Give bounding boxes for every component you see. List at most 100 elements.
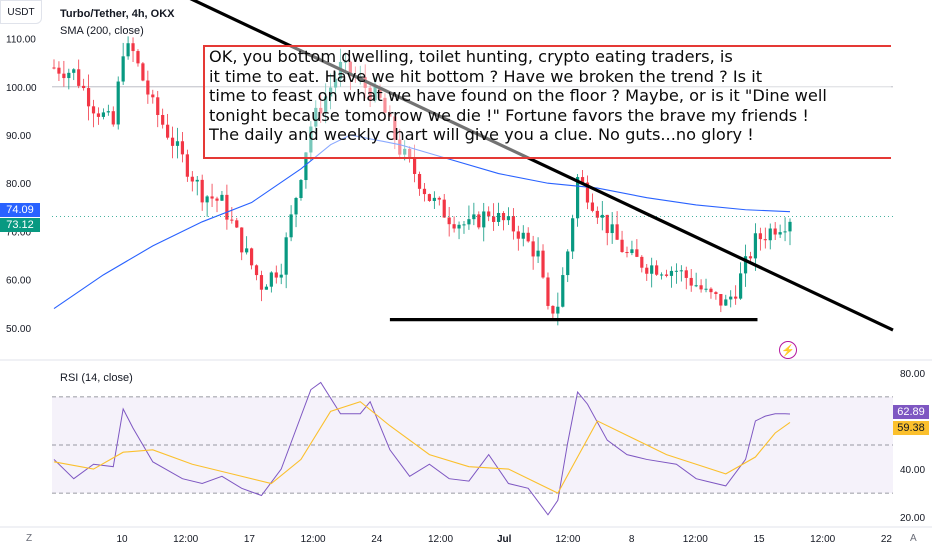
candle-body xyxy=(778,232,782,235)
candle-body xyxy=(57,67,61,74)
candle-body xyxy=(501,212,506,221)
candle xyxy=(595,206,599,224)
candle xyxy=(82,78,86,91)
candle xyxy=(417,171,422,196)
annotation-line: tonight because tomorrow we die !" Fortu… xyxy=(209,105,809,125)
candle xyxy=(86,74,91,121)
rsi-line xyxy=(53,381,791,516)
rsi-value-badge: 62.89 xyxy=(893,405,929,419)
candle-body xyxy=(773,228,777,235)
candle xyxy=(511,208,515,240)
candle xyxy=(536,237,540,263)
candle-body xyxy=(610,224,614,234)
candle-body xyxy=(719,293,723,306)
candle xyxy=(492,203,496,231)
candle-body xyxy=(561,275,565,307)
candle-body xyxy=(575,177,580,219)
candle-body xyxy=(101,112,105,117)
candle-body xyxy=(580,177,585,183)
candle xyxy=(516,225,520,251)
candle xyxy=(294,196,298,228)
candle xyxy=(324,83,328,124)
candle xyxy=(388,105,392,118)
candle-body xyxy=(235,220,239,228)
candle-body xyxy=(126,43,130,57)
candle-body xyxy=(240,227,244,253)
candle-body xyxy=(289,214,293,238)
candle xyxy=(131,37,135,63)
candle-body xyxy=(180,141,185,155)
candle-body xyxy=(161,115,165,125)
candle xyxy=(580,169,585,184)
candle xyxy=(487,206,491,222)
candle xyxy=(190,171,194,192)
annotation-line: The daily and weekly chart will give you… xyxy=(209,125,754,145)
candle xyxy=(674,263,678,284)
candle xyxy=(571,214,575,260)
candle-body xyxy=(566,251,570,276)
time-tick-label: 12:00 xyxy=(428,534,453,545)
candle xyxy=(225,184,229,230)
candle-body xyxy=(758,233,762,240)
candle xyxy=(664,269,669,278)
candle-body xyxy=(284,237,288,275)
candle xyxy=(62,60,66,87)
candle-body xyxy=(600,214,604,218)
candle-body xyxy=(605,214,609,234)
candle xyxy=(319,94,323,123)
candle-body xyxy=(77,69,81,86)
candle xyxy=(699,279,703,293)
candle-body xyxy=(96,113,101,117)
candle xyxy=(684,266,688,290)
timezone-button[interactable]: Z xyxy=(26,533,33,544)
candle xyxy=(96,107,101,125)
candle-body xyxy=(314,107,318,127)
candle xyxy=(156,90,160,128)
candle xyxy=(422,183,427,202)
candle-body xyxy=(52,67,56,69)
candle-body xyxy=(783,231,787,233)
candle-body xyxy=(220,194,224,201)
candle-body xyxy=(536,250,540,257)
candle xyxy=(220,191,224,202)
rsi-legend[interactable]: RSI (14, close) xyxy=(60,372,133,384)
auto-scale-button[interactable]: A xyxy=(910,533,917,544)
candle-body xyxy=(304,152,308,181)
candle xyxy=(215,196,219,213)
time-tick-label: 12:00 xyxy=(683,534,708,545)
lightning-icon[interactable]: ⚡ xyxy=(779,341,797,359)
candle xyxy=(77,59,81,89)
candle xyxy=(526,227,530,243)
currency-selector[interactable]: USDT xyxy=(0,0,42,24)
candle-body xyxy=(432,197,436,201)
candle xyxy=(452,216,456,233)
candle-body xyxy=(734,296,738,299)
candle xyxy=(101,108,105,120)
rsi-ma-value-badge: 59.38 xyxy=(893,421,929,435)
last-price-badge: 73.12 xyxy=(0,218,40,232)
candle-body xyxy=(91,106,96,114)
candle xyxy=(289,205,293,242)
candle-body xyxy=(378,86,382,98)
annotation-box[interactable] xyxy=(203,45,891,159)
candle-body xyxy=(67,72,71,79)
annotation-line: OK, you bottom dwelling, toilet hunting,… xyxy=(209,47,733,66)
price-tick-label: 60.00 xyxy=(6,276,31,287)
candle-body xyxy=(748,256,753,259)
candle-body xyxy=(768,228,772,241)
candle xyxy=(249,247,254,270)
sma-legend[interactable]: SMA (200, close) xyxy=(60,25,144,37)
candle-body xyxy=(531,241,535,257)
candle-body xyxy=(170,137,175,146)
candle-body xyxy=(620,239,624,252)
candle-body xyxy=(650,265,654,274)
candle xyxy=(482,202,486,242)
candle-body xyxy=(417,173,422,189)
candle-body xyxy=(106,111,110,113)
symbol-legend[interactable]: Turbo/Tether, 4h, OKX xyxy=(60,8,175,20)
candle-body xyxy=(506,216,511,221)
candle-body xyxy=(368,87,372,101)
candle xyxy=(655,260,659,276)
candle-body xyxy=(788,221,792,232)
candle xyxy=(175,127,180,159)
